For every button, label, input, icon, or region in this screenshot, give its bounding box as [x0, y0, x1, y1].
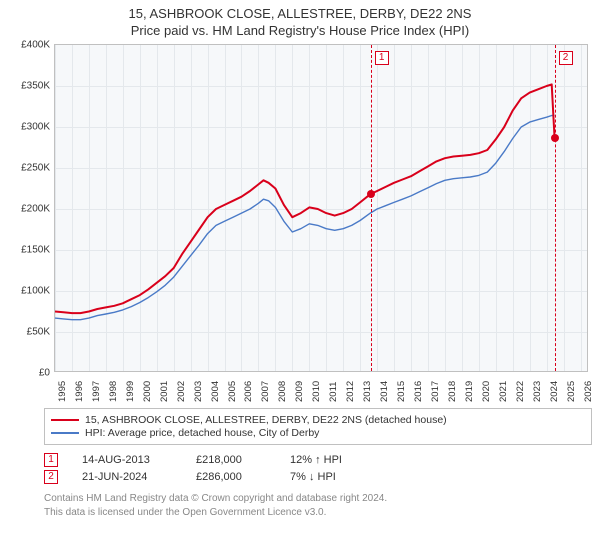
legend-swatch [51, 419, 79, 421]
x-tick-label: 2011 [328, 382, 339, 402]
title-line-1: 15, ASHBROOK CLOSE, ALLESTREE, DERBY, DE… [0, 6, 600, 21]
plot-area: 12 [54, 44, 588, 372]
y-tick-label: £150K [8, 245, 50, 256]
x-tick-label: 2004 [210, 381, 221, 402]
sale-marker-dot [551, 134, 559, 142]
event-rule [555, 45, 556, 371]
series-property [55, 84, 555, 313]
footer-line-2: This data is licensed under the Open Gov… [44, 506, 592, 520]
x-tick-label: 2003 [193, 381, 204, 402]
footer-attribution: Contains HM Land Registry data © Crown c… [44, 492, 592, 519]
x-tick-label: 2001 [159, 381, 170, 402]
fact-row: 2 21-JUN-2024 £286,000 7% ↓ HPI [44, 470, 592, 484]
fact-delta: 7% ↓ HPI [290, 471, 336, 483]
x-tick-label: 2021 [498, 381, 509, 402]
x-tick-label: 2014 [379, 381, 390, 402]
y-tick-label: £300K [8, 122, 50, 133]
fact-price: £286,000 [196, 471, 266, 483]
fact-price: £218,000 [196, 454, 266, 466]
event-badge: 1 [375, 51, 389, 65]
x-tick-label: 2009 [294, 381, 305, 402]
sale-marker-dot [367, 190, 375, 198]
event-rule [371, 45, 372, 371]
x-tick-label: 2013 [362, 381, 373, 402]
y-tick-label: £200K [8, 204, 50, 215]
y-tick-label: £400K [8, 40, 50, 51]
x-tick-label: 2019 [464, 381, 475, 402]
legend: 15, ASHBROOK CLOSE, ALLESTREE, DERBY, DE… [44, 408, 592, 445]
fact-badge: 2 [44, 470, 58, 484]
fact-row: 1 14-AUG-2013 £218,000 12% ↑ HPI [44, 453, 592, 467]
y-tick-label: £50K [8, 327, 50, 338]
x-tick-label: 2005 [227, 381, 238, 402]
x-tick-label: 2024 [549, 381, 560, 402]
event-badge: 2 [559, 51, 573, 65]
fact-date: 21-JUN-2024 [82, 471, 172, 483]
x-tick-label: 2025 [566, 381, 577, 402]
legend-item: HPI: Average price, detached house, City… [51, 427, 585, 439]
x-tick-label: 1999 [125, 381, 136, 402]
chart-wrap: £0£50K£100K£150K£200K£250K£300K£350K£400… [10, 44, 590, 402]
x-tick-label: 1996 [74, 381, 85, 402]
x-tick-label: 2007 [260, 381, 271, 402]
legend-swatch [51, 432, 79, 434]
x-tick-label: 2017 [430, 381, 441, 402]
y-tick-label: £100K [8, 286, 50, 297]
x-tick-label: 2015 [396, 381, 407, 402]
legend-item: 15, ASHBROOK CLOSE, ALLESTREE, DERBY, DE… [51, 414, 585, 426]
legend-label: HPI: Average price, detached house, City… [85, 427, 319, 439]
x-tick-label: 2000 [142, 381, 153, 402]
y-tick-label: £250K [8, 163, 50, 174]
x-tick-label: 1995 [57, 381, 68, 402]
fact-delta: 12% ↑ HPI [290, 454, 342, 466]
x-tick-label: 2023 [532, 381, 543, 402]
x-tick-label: 2012 [345, 381, 356, 402]
x-tick-label: 2002 [176, 381, 187, 402]
x-tick-label: 2022 [515, 381, 526, 402]
x-tick-label: 2006 [243, 381, 254, 402]
x-tick-label: 1998 [108, 381, 119, 402]
legend-label: 15, ASHBROOK CLOSE, ALLESTREE, DERBY, DE… [85, 414, 447, 426]
series-svg [55, 45, 589, 373]
y-tick-label: £0 [8, 368, 50, 379]
x-tick-label: 2018 [447, 381, 458, 402]
y-tick-label: £350K [8, 81, 50, 92]
x-tick-label: 2020 [481, 381, 492, 402]
x-tick-label: 2026 [583, 381, 594, 402]
x-tick-label: 2008 [277, 381, 288, 402]
title-line-2: Price paid vs. HM Land Registry's House … [0, 23, 600, 38]
fact-badge: 1 [44, 453, 58, 467]
footer-line-1: Contains HM Land Registry data © Crown c… [44, 492, 592, 506]
series-hpi [55, 116, 555, 320]
x-tick-label: 1997 [91, 381, 102, 402]
sale-facts: 1 14-AUG-2013 £218,000 12% ↑ HPI 2 21-JUN-202… [44, 453, 592, 484]
fact-date: 14-AUG-2013 [82, 454, 172, 466]
x-axis-ticks: 1995 1996 1997 1998 1999 2000 2001 2002 2003 2004… [54, 372, 590, 402]
x-tick-label: 2010 [311, 381, 322, 402]
x-tick-label: 2016 [413, 381, 424, 402]
chart-container: 15, ASHBROOK CLOSE, ALLESTREE, DERBY, DE… [0, 0, 600, 519]
